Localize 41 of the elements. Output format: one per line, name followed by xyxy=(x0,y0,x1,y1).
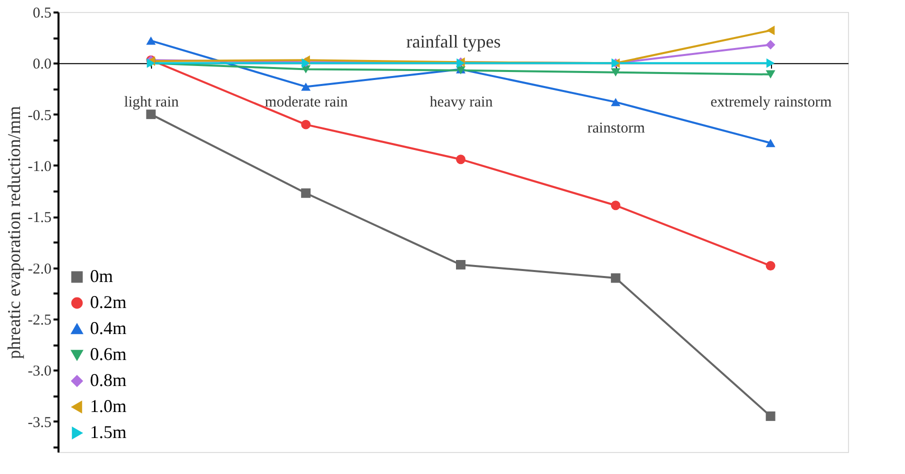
point xyxy=(301,120,311,130)
y-tick-label: -2.0 xyxy=(28,261,52,278)
x-tick-label: moderate rain xyxy=(264,94,348,111)
point xyxy=(146,36,156,45)
point xyxy=(146,110,156,120)
point xyxy=(456,260,466,270)
y-tick-label: 0.5 xyxy=(32,6,52,22)
y-tick-label: -0.5 xyxy=(28,108,52,124)
point xyxy=(610,200,620,210)
x-tick-label: heavy rain xyxy=(430,94,494,111)
legend-label: 1.5m xyxy=(90,422,127,442)
legend-label: 0.2m xyxy=(90,292,127,312)
y-tick-label: -2.5 xyxy=(28,312,52,328)
y-tick-label: -1.5 xyxy=(28,210,52,226)
x-axis-title: rainfall types xyxy=(406,32,501,52)
y-tick-label: -1.0 xyxy=(28,158,52,175)
point xyxy=(766,26,775,36)
x-tick-label: light rain xyxy=(124,94,180,111)
point xyxy=(766,261,776,270)
point xyxy=(766,58,775,68)
legend-label: 0.6m xyxy=(90,344,127,364)
y-axis-title: phreatic evaporation reduction/mm xyxy=(4,106,24,359)
point xyxy=(610,68,620,76)
y-tick-label: -3.0 xyxy=(28,364,52,380)
point xyxy=(610,98,620,106)
point xyxy=(766,411,776,421)
point xyxy=(610,273,620,283)
point xyxy=(301,188,311,198)
legend-label: 0.8m xyxy=(90,370,127,390)
x-tick-label: rainstorm xyxy=(587,120,646,137)
y-tick-label: -3.5 xyxy=(28,414,52,431)
point xyxy=(766,138,776,148)
legend-label: 0.4m xyxy=(90,318,127,338)
x-tick-label: extremely rainstorm xyxy=(710,94,832,111)
point xyxy=(301,82,311,91)
legend-label: 0m xyxy=(90,266,114,286)
point xyxy=(766,70,776,79)
point xyxy=(766,40,776,50)
legend-label: 1.0m xyxy=(90,396,127,416)
point xyxy=(456,154,466,164)
y-tick-label: 0.0 xyxy=(32,56,52,73)
